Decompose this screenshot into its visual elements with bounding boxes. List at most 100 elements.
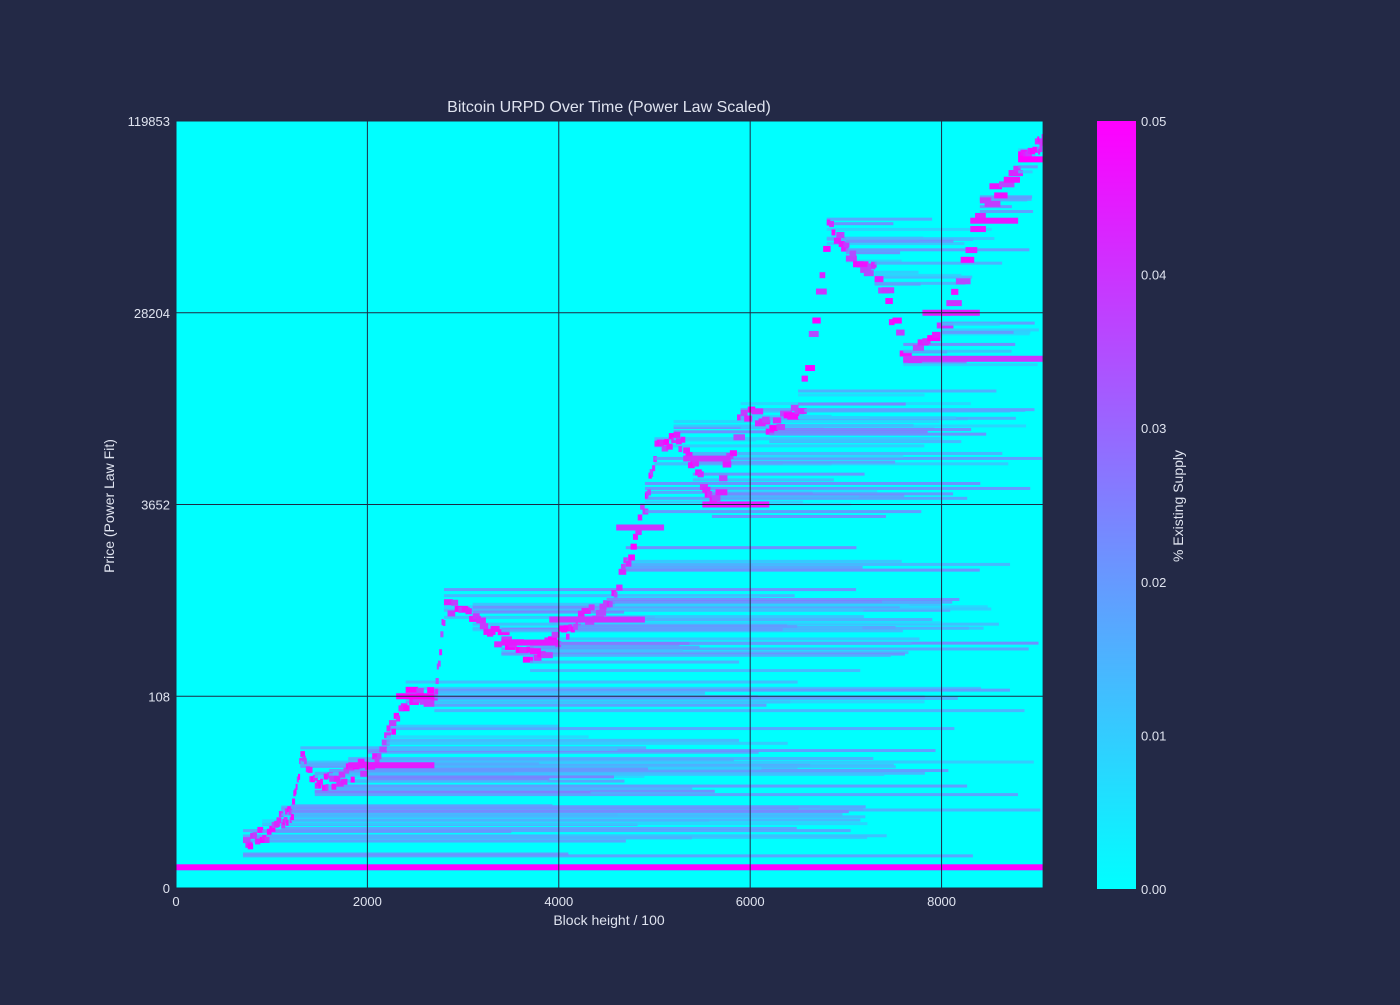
heatmap-cell (628, 554, 635, 561)
heatmap-cell (874, 270, 919, 274)
heatmap-cell (284, 808, 288, 815)
heatmap-cell (644, 481, 981, 485)
heatmap-cell (711, 492, 954, 496)
heatmap-cell (570, 626, 575, 633)
heatmap-cell (632, 533, 638, 540)
heatmap-cell (577, 621, 943, 625)
heatmap-cell (348, 756, 874, 760)
heatmap-cell (320, 778, 323, 785)
heatmap-cell (1018, 156, 1043, 163)
heatmap-cell (751, 408, 764, 415)
heatmap-cell (931, 331, 941, 338)
heatmap-cell (434, 688, 1010, 692)
heatmap-cell (269, 825, 276, 832)
heatmap-cell (979, 197, 992, 204)
heatmap-cell (836, 231, 845, 238)
heatmap-cell (719, 475, 728, 482)
heatmap-cell (892, 317, 902, 324)
heatmap-cell (733, 434, 745, 441)
heatmap-cell (530, 648, 541, 655)
heatmap-cell (678, 446, 683, 453)
heatmap-cell (970, 226, 986, 233)
x-tick-label: 8000 (927, 894, 956, 909)
heatmap-cell (443, 588, 857, 592)
heatmap-cells (176, 134, 1043, 871)
heatmap-cell (367, 749, 936, 753)
heatmap-cell (278, 810, 284, 817)
heatmap-cell (434, 700, 925, 704)
heatmap-cell (1025, 151, 1032, 158)
heatmap-cell (441, 618, 444, 625)
heatmap-cell (845, 239, 954, 243)
heatmap-cell (1018, 170, 1033, 174)
heatmap-cell (707, 491, 714, 498)
heatmap-cell (343, 767, 350, 774)
heatmap-cell (405, 686, 418, 693)
heatmap-cell (303, 758, 307, 765)
heatmap-cell (673, 430, 928, 434)
heatmap-cell (283, 816, 288, 823)
heatmap-cell (329, 773, 885, 777)
colorbar-tick-label: 0.05 (1141, 114, 1166, 129)
heatmap-cell (903, 349, 1012, 353)
heatmap-cell (613, 591, 618, 598)
heatmap-cell (769, 428, 972, 432)
heatmap-cell (812, 317, 821, 324)
heatmap-cell (588, 604, 595, 611)
heatmap-cell (434, 691, 705, 695)
heatmap-cell (711, 494, 859, 498)
chart-title: Bitcoin URPD Over Time (Power Law Scaled… (447, 99, 771, 116)
heatmap-cell (829, 221, 834, 228)
heatmap-cell (805, 365, 815, 372)
heatmap-cell (845, 251, 901, 255)
heatmap-cell (274, 820, 280, 827)
heatmap-cell (740, 409, 748, 416)
heatmap-cell (606, 607, 992, 611)
heatmap-cell (391, 728, 396, 735)
heatmap-cell (333, 775, 341, 782)
heatmap-cell (372, 753, 379, 760)
heatmap-cell (790, 404, 799, 411)
heatmap-cell (744, 415, 753, 422)
heatmap-cell (522, 656, 534, 663)
heatmap-cell (386, 735, 589, 739)
heatmap-cell (292, 798, 296, 805)
heatmap-cell (860, 266, 872, 273)
heatmap-cell (307, 766, 313, 773)
heatmap-cell (386, 725, 391, 732)
heatmap-cell (290, 813, 618, 817)
heatmap-cell (465, 608, 472, 615)
heatmap-cell (379, 746, 387, 753)
heatmap-cell (568, 624, 573, 631)
heatmap-cell (300, 760, 1034, 764)
heatmap-cell (819, 272, 826, 279)
heatmap-cell (606, 603, 910, 607)
heatmap-cell (350, 776, 355, 783)
plot-frame (175, 120, 1044, 889)
heatmap-cell (1041, 134, 1043, 141)
x-tick-label: 6000 (736, 894, 765, 909)
heatmap-cell (666, 443, 673, 450)
heatmap-cell (403, 705, 410, 712)
heatmap-cell (262, 830, 512, 834)
heatmap-cell (329, 775, 338, 782)
heatmap-cell (290, 815, 866, 819)
heatmap-cell (1003, 176, 1020, 183)
heatmap-cell (625, 565, 863, 569)
heatmap-cell (281, 808, 1041, 812)
heatmap-cell (374, 757, 380, 764)
heatmap-cell (618, 568, 627, 575)
y-tick-label: 3652 (141, 498, 170, 513)
colorbar-tick-label: 0.04 (1141, 268, 1166, 283)
heatmap-cell (242, 854, 973, 858)
heatmap-cell (692, 460, 896, 464)
heatmap-cell (519, 647, 529, 654)
heatmap-cell (314, 790, 591, 794)
colorbar-tick-label: 0.01 (1141, 728, 1166, 743)
heatmap-cell (581, 607, 591, 614)
heatmap-cell (881, 287, 895, 294)
heatmap-cell (609, 601, 613, 608)
heatmap-cell (647, 489, 651, 496)
heatmap-cell (652, 465, 656, 472)
